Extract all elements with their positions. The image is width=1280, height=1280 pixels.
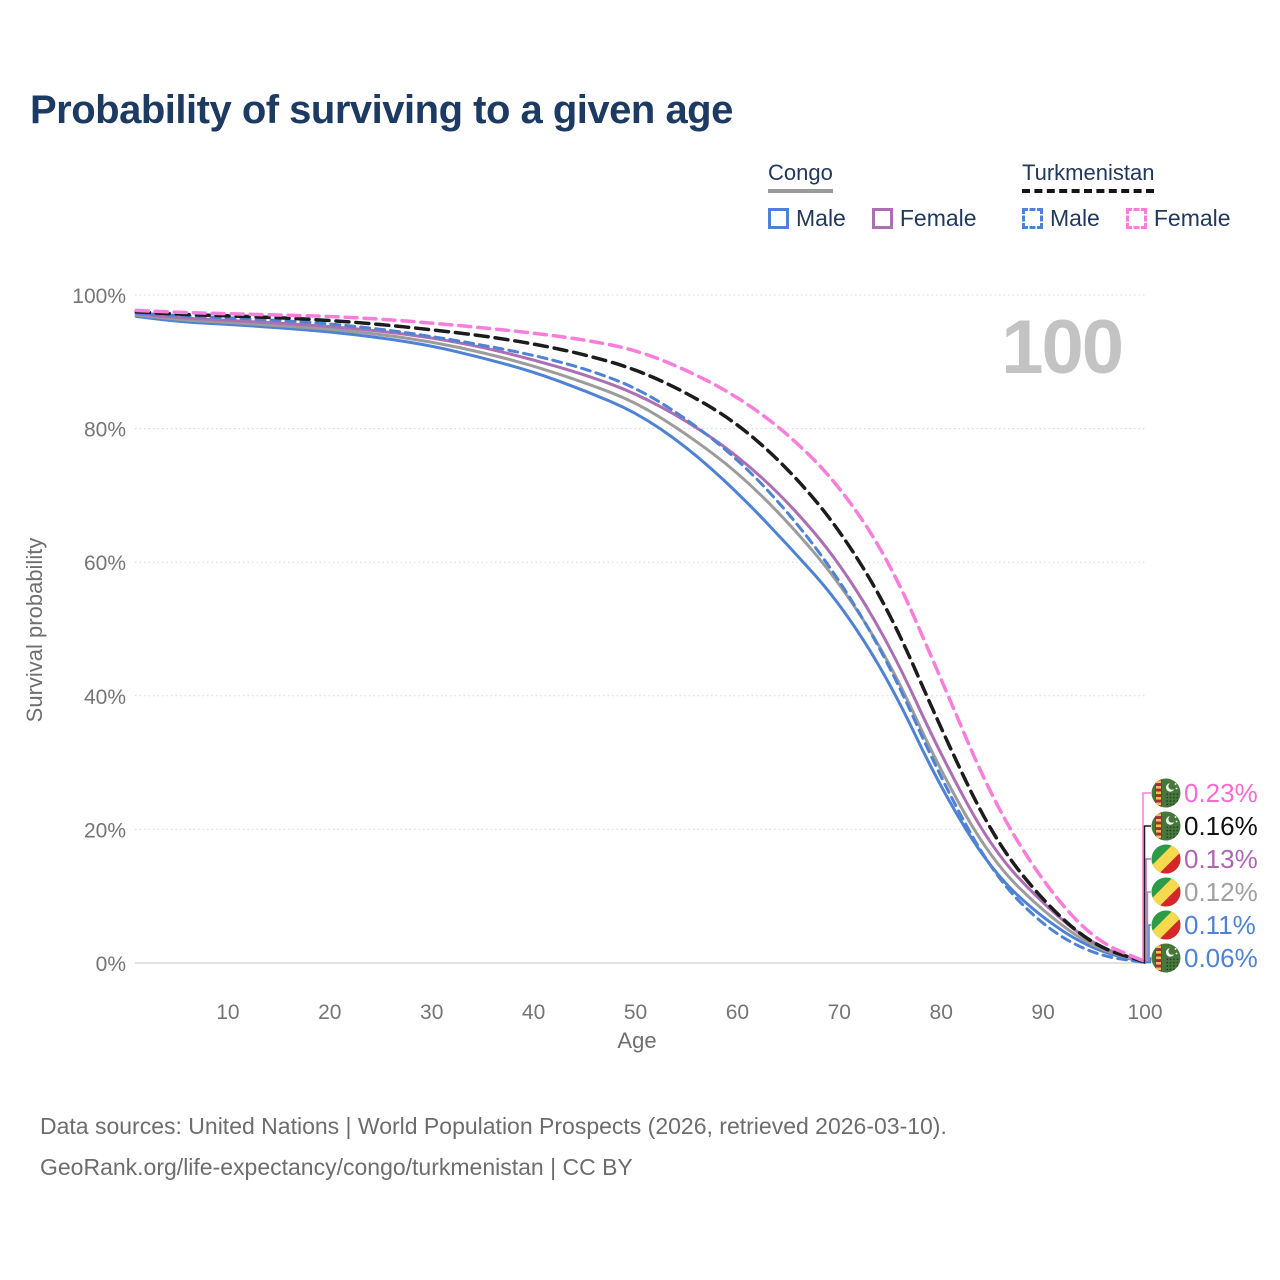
y-tick-label: 40% [84,686,126,709]
y-tick-label: 20% [84,819,126,842]
end-value-label: 0.12% [1184,877,1258,907]
x-tick-label: 50 [624,1001,647,1024]
x-tick-label: 20 [318,1001,341,1024]
survival-curve-turkmenistan-both[interactable] [134,309,1147,964]
source-footer: Data sources: United Nations | World Pop… [40,1106,947,1188]
y-tick-label: 0% [96,953,126,976]
legend-group-congo: Congo Male Female [768,160,1003,232]
x-tick-label: 70 [828,1001,851,1024]
legend-swatch-congo-male[interactable] [768,208,789,229]
survival-curve-congo-both[interactable] [134,313,1147,964]
x-axis-title: Age [617,1028,656,1053]
legend-group-turkmenistan: Turkmenistan Male Female [1022,160,1257,232]
legend-header-turkmenistan: Turkmenistan [1022,160,1155,193]
end-labels: 0.23%0.16%0.13%0.12%0.11%0.06% [1142,778,1258,973]
legend-label-turkmenistan-female[interactable]: Female [1153,205,1231,231]
y-tick-label: 80% [84,419,126,442]
end-value-label: 0.16% [1184,811,1258,841]
legend-swatch-turkmenistan-male[interactable] [1022,208,1043,229]
survival-curve-turkmenistan-male[interactable] [134,311,1147,965]
turkmenistan-flag-icon [1151,943,1181,973]
end-value-label: 0.13% [1184,844,1258,874]
x-tick-label: 10 [216,1001,239,1024]
end-value-label: 0.06% [1184,943,1258,973]
y-tick-label: 100% [72,285,126,308]
source-url: GeoRank.org/life-expectancy/congo/turkme… [40,1154,633,1180]
end-value-label: 0.23% [1184,778,1258,808]
x-tick-label: 90 [1031,1001,1054,1024]
x-tick-label: 100 [1127,1001,1162,1024]
x-tick-label: 80 [930,1001,953,1024]
age-counter-watermark: 100 [1001,305,1122,390]
legend-label-congo-male[interactable]: Male [796,205,846,231]
axis-ticks: 0% 20% 40% 60% 80% 100% 10 20 30 40 50 60 70 80 90 100 [72,285,1162,1024]
turkmenistan-flag-icon [1151,778,1181,808]
source-line: Data sources: United Nations | World Pop… [40,1113,947,1139]
legend-swatch-congo-female[interactable] [871,208,893,229]
y-axis-title: Survival probability [22,538,47,723]
leader-line [1145,957,1152,964]
survival-curve-turkmenistan-female[interactable] [134,308,1147,964]
legend-swatch-turkmenistan-female[interactable] [1125,208,1147,229]
x-tick-label: 30 [420,1001,443,1024]
curves-layer [134,308,1147,965]
x-tick-label: 40 [522,1001,545,1024]
legend-header-congo: Congo [768,160,833,193]
x-tick-label: 60 [726,1001,749,1024]
end-value-label: 0.11% [1184,910,1256,940]
legend-label-congo-female[interactable]: Female [899,205,977,231]
legend-label-turkmenistan-male[interactable]: Male [1050,205,1100,231]
page-title: Probability of surviving to a given age [30,88,733,132]
leader-line [1143,825,1151,963]
turkmenistan-flag-icon [1151,811,1181,841]
survival-curve-congo-male[interactable] [134,314,1147,964]
y-tick-label: 60% [84,552,126,575]
gridlines [135,294,1145,964]
survival-curve-congo-female[interactable] [134,312,1147,964]
